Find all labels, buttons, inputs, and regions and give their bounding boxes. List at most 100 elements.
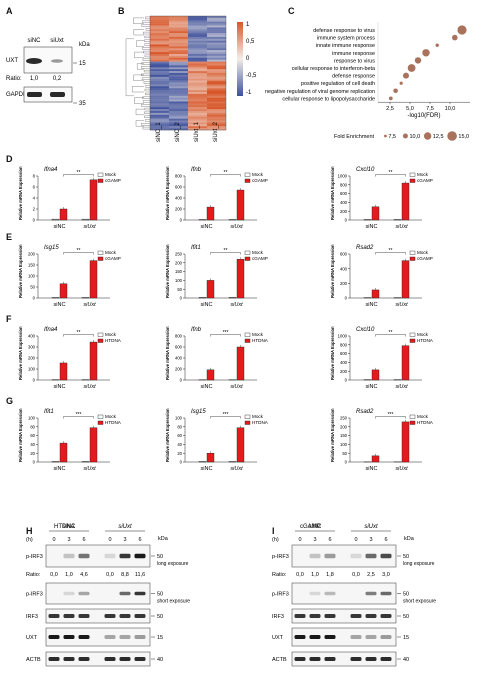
chart-y-tick-label: 0 (33, 218, 36, 223)
hour-label: 6 (328, 537, 331, 543)
heatmap-cell (150, 65, 169, 68)
blot-row-label: UXT (26, 635, 38, 641)
blot-band (104, 657, 116, 661)
heatmap-cell (150, 27, 169, 30)
heatmap-cell (207, 82, 226, 85)
panel-a-western-blot: siNC siUxt kDa UXT 15 Ratio: 1,0 0,2 GAP… (6, 38, 90, 107)
blot-band (134, 614, 146, 618)
dotplot-legend-dot (447, 131, 457, 141)
heatmap-cell (207, 84, 226, 87)
legend-swatch-mock (409, 172, 416, 177)
chart-y-tick-label: 200 (28, 356, 36, 361)
heatmap-cell (169, 52, 188, 55)
ratio-value: 0,0 (50, 572, 58, 578)
bar-stim (371, 206, 380, 221)
go-term-label: negative regulation of viral genome repl… (265, 89, 375, 95)
kda-label: kDa (79, 42, 90, 48)
hour-label: 3 (123, 537, 126, 543)
heatmap-cell (150, 82, 169, 85)
go-term-label: innate immune response (316, 43, 375, 49)
bar-stim (206, 206, 215, 221)
chart-y-tick-label: 200 (28, 252, 36, 257)
chart-y-tick-label: 40 (30, 442, 35, 447)
chart-gene-title: Ifit1 (191, 245, 201, 251)
marker-label: 50 (403, 614, 409, 620)
panel-g-label: G (6, 396, 13, 406)
chart-y-tick-label: 40 (177, 442, 182, 447)
heatmap-cell (207, 35, 226, 38)
heatmap-cell (207, 21, 226, 24)
blot-band (365, 657, 377, 661)
heatmap-cell (188, 82, 207, 85)
heatmap-cell (188, 19, 207, 22)
legend-label-mock: Mock (252, 332, 264, 337)
chart-y-axis-label: Relative mRNA Expression (330, 326, 335, 380)
chart-y-tick-label: 100 (175, 416, 183, 421)
heatmap-cell (150, 57, 169, 60)
bar-stim (59, 208, 68, 221)
blot-membrane (291, 608, 397, 624)
chart-y-axis-label: Relative mRNA Expression (18, 166, 23, 220)
blot-band (134, 635, 146, 639)
chart-y-tick-label: 0 (180, 460, 183, 465)
chart-y-tick-label: 150 (340, 433, 348, 438)
significance-bracket (210, 174, 241, 177)
heatmap-cell (150, 17, 169, 20)
column-label-sinc-1: siNC_1 (156, 122, 162, 142)
group-label: siNC (201, 384, 213, 390)
heatmap-cell (188, 52, 207, 55)
ratio-value: 8,8 (121, 572, 129, 578)
heatmap-cell (150, 50, 169, 53)
chart-y-tick-label: 60 (177, 433, 182, 438)
go-term-label: cellular response to lipopolysaccharide (282, 96, 375, 102)
chart-y-tick-label: 400 (28, 334, 36, 339)
heatmap-cell (169, 84, 188, 87)
heatmap-cell (207, 44, 226, 47)
heatmap-cell (150, 23, 169, 26)
heatmap-cell (188, 42, 207, 45)
bar-stim (401, 345, 410, 381)
chart-y-tick-label: 200 (175, 207, 183, 212)
significance-stars: ** (77, 248, 81, 254)
heatmap-cell (188, 90, 207, 93)
go-term-label: defense response to virus (313, 28, 375, 34)
heatmap-cell (150, 114, 169, 117)
chart-y-axis-label: Relative mRNA Expression (165, 326, 170, 380)
group-label: siNC (366, 302, 378, 308)
chart-y-tick-label: 80 (177, 424, 182, 429)
legend-swatch-mock (244, 250, 251, 255)
heatmap-cell (150, 88, 169, 91)
marker-label: 50 (403, 554, 409, 560)
group-label-siuxt: siUxt (364, 524, 378, 530)
legend-label-stim: cGAMP (252, 256, 268, 261)
heatmap-cell (150, 31, 169, 34)
heatmap-cell (207, 97, 226, 100)
chart-y-tick-label: 20 (30, 451, 35, 456)
dendrogram-branches (125, 16, 150, 130)
heatmap-cell (207, 120, 226, 123)
marker-label: 50 (157, 554, 163, 560)
dotplot-x-tick-label: 5,0 (406, 106, 414, 112)
heatmap-cell (169, 99, 188, 102)
legend-label-mock: Mock (252, 414, 264, 419)
group-label: siUxt (83, 384, 96, 390)
heatmap-cell (207, 86, 226, 89)
bar-chart-e-ifit1: Ifit1 0 50 100 150 200 250 Relative mRNA Expres… (165, 244, 268, 308)
hour-label: 0 (108, 537, 111, 543)
heatmap-cell (150, 120, 169, 123)
heatmap-cell (188, 124, 207, 127)
panel-c-go-dotplot: defense response to virus immune system p… (265, 22, 470, 141)
lane-label-siuxt: siUxt (50, 38, 64, 44)
bar-stim (371, 289, 380, 299)
chart-y-tick-label: 300 (28, 345, 36, 350)
significance-bracket (63, 174, 94, 177)
heatmap-cell (207, 48, 226, 51)
blot-band (309, 657, 321, 661)
blot-band (324, 591, 336, 596)
heatmap-cell (150, 25, 169, 28)
scale-label-neg-1: -1 (246, 90, 252, 96)
chart-y-tick-label: 50 (177, 287, 182, 292)
group-label: siNC (54, 384, 66, 390)
marker-label: 15 (157, 635, 163, 641)
go-term-dot (399, 81, 403, 85)
